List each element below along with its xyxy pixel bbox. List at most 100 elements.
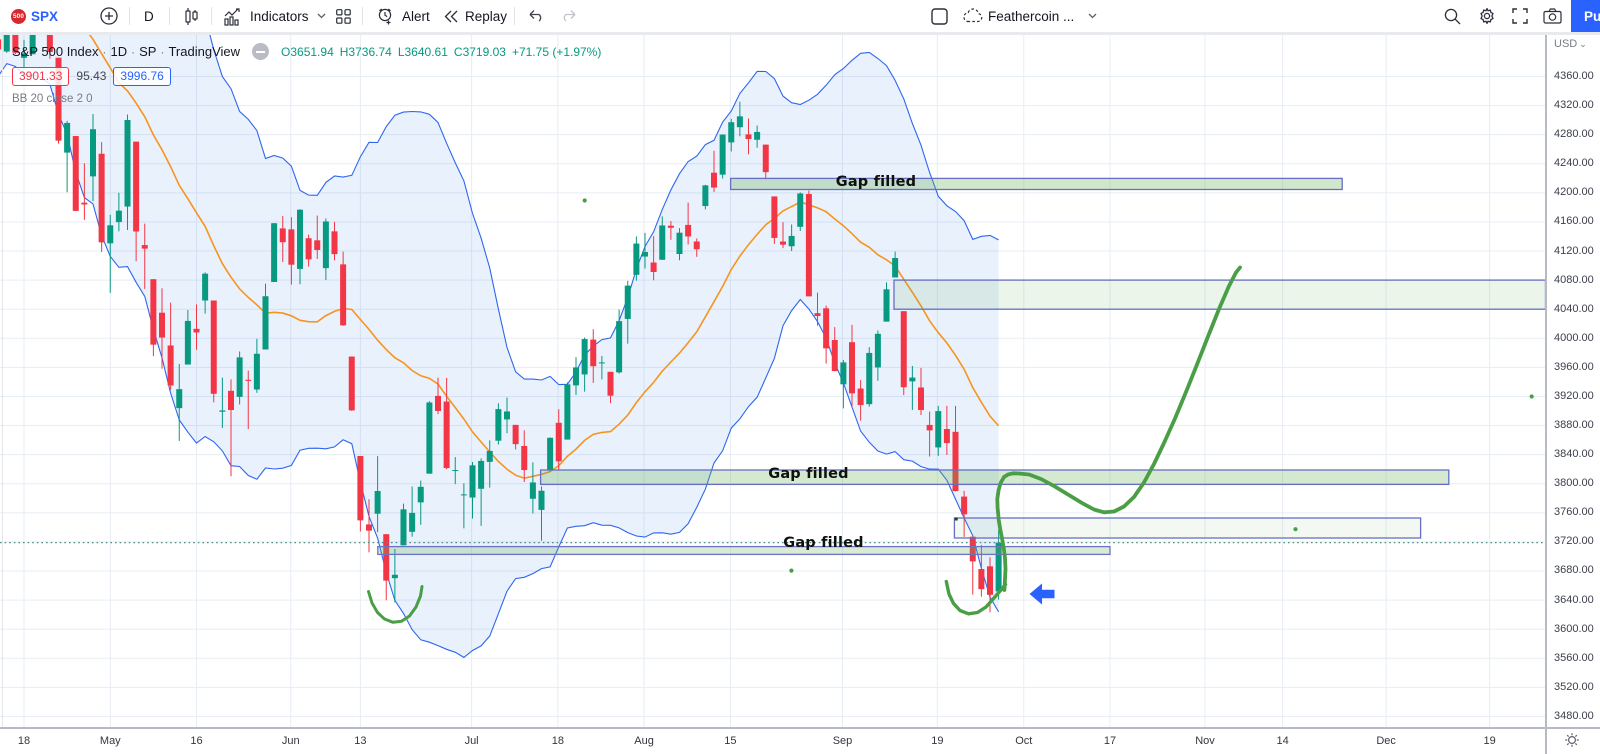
gap-filled-label[interactable]: Gap filled bbox=[836, 174, 917, 190]
price-chart-canvas[interactable]: Gap filled Gap filled Gap filled bbox=[0, 33, 1546, 728]
time-axis-label: Nov bbox=[1195, 735, 1215, 747]
june-low-arc[interactable] bbox=[367, 585, 424, 624]
price-axis-label: 3880.00 bbox=[1554, 419, 1594, 432]
paint-dot[interactable] bbox=[582, 198, 587, 203]
bb-values-row: 3901.33 95.43 3996.76 bbox=[12, 65, 601, 87]
alert-button[interactable]: Alert bbox=[376, 0, 430, 32]
gap-rect-middle[interactable] bbox=[539, 469, 1450, 486]
time-axis-label: 18 bbox=[17, 735, 31, 747]
bb-upper-value-box: 3996.76 bbox=[113, 66, 171, 86]
redo-button[interactable] bbox=[561, 0, 577, 32]
publish-button[interactable]: Pu bbox=[1571, 0, 1600, 32]
save-layout-button[interactable] bbox=[931, 0, 948, 32]
low-label: L bbox=[397, 44, 405, 59]
left-arrow-marker[interactable] bbox=[1029, 583, 1055, 605]
layout-name-button[interactable]: Feathercoin ... bbox=[988, 0, 1097, 32]
grid bbox=[0, 33, 1546, 727]
chart-pane[interactable]: Gap filled Gap filled Gap filled bbox=[0, 33, 1546, 728]
fullscreen-button[interactable] bbox=[1512, 0, 1528, 32]
price-axis-label: 3520.00 bbox=[1554, 680, 1594, 693]
close-label: C bbox=[453, 44, 463, 59]
cloud-save-button[interactable] bbox=[962, 0, 984, 32]
time-axis-label: 14 bbox=[1276, 735, 1289, 747]
price-axis-label: 3680.00 bbox=[1554, 564, 1594, 577]
top-toolbar: 500 SPX D Indicators bbox=[0, 0, 1600, 32]
axis-settings-button[interactable] bbox=[1564, 732, 1580, 753]
high-label: H bbox=[339, 44, 349, 59]
toolbar-separator bbox=[514, 7, 515, 25]
toolbar-separator bbox=[211, 7, 212, 25]
price-axis-label: 4120.00 bbox=[1554, 244, 1594, 257]
axis-gear-icon bbox=[1565, 733, 1579, 747]
time-axis-label: 19 bbox=[1483, 735, 1496, 747]
collapse-legend-button[interactable] bbox=[252, 43, 270, 60]
bb-settings-label: BB 20 close 2 0 bbox=[12, 93, 93, 105]
gap-rect-top[interactable] bbox=[729, 177, 1343, 191]
alert-label: Alert bbox=[402, 8, 430, 24]
replay-icon bbox=[444, 10, 458, 22]
camera-icon bbox=[1543, 8, 1562, 24]
currency-selector[interactable]: USD ⌄ bbox=[1554, 38, 1587, 50]
settings-gear-icon bbox=[1480, 7, 1494, 25]
price-axis-label: 4200.00 bbox=[1554, 186, 1594, 199]
paint-dot[interactable] bbox=[1529, 394, 1534, 399]
price-axis-label: 4360.00 bbox=[1554, 70, 1594, 82]
candles-icon bbox=[185, 7, 198, 25]
legend-vendor: TradingView bbox=[168, 44, 241, 59]
interval-button[interactable]: D bbox=[144, 8, 154, 24]
toolbar-separator bbox=[169, 7, 170, 25]
change-value: +71.75 (+1.97%) bbox=[511, 44, 602, 59]
time-axis-label: Oct bbox=[1015, 735, 1033, 747]
settings-button[interactable] bbox=[1478, 0, 1496, 32]
compare-add-button[interactable] bbox=[100, 0, 118, 32]
ohlc-values: O 3651.94 H 3736.74 L 3640.61 C 3719.03 +71.… bbox=[281, 45, 601, 59]
layout-grid-button[interactable] bbox=[336, 0, 351, 32]
fullscreen-icon bbox=[1512, 8, 1528, 24]
price-axis-label: 3720.00 bbox=[1554, 535, 1594, 548]
bb-settings-row[interactable]: BB 20 close 2 0 bbox=[12, 93, 601, 105]
time-axis[interactable]: 18 May 16 Jun 13 Jul 18 Aug 15 Sep 19 Oct 17 Nov 14 Dec… bbox=[0, 729, 1600, 754]
gap-filled-label[interactable]: Gap filled bbox=[783, 535, 864, 551]
replay-button[interactable]: Replay bbox=[444, 0, 507, 32]
snapshot-button[interactable] bbox=[1543, 0, 1562, 32]
bounce-projection-curve[interactable] bbox=[995, 265, 1242, 592]
time-axis-label: Jun bbox=[281, 735, 300, 747]
bb-lower-value-box: 3901.33 bbox=[12, 66, 70, 86]
time-axis-label: May bbox=[99, 735, 121, 747]
search-button[interactable] bbox=[1444, 0, 1461, 32]
indicators-button[interactable]: Indicators bbox=[224, 0, 326, 32]
time-axis-label: 13 bbox=[354, 735, 367, 747]
publish-label: Pu bbox=[1584, 8, 1600, 24]
time-axis-label: 15 bbox=[724, 735, 737, 747]
time-axis-border bbox=[0, 727, 1600, 729]
plus-circle-icon bbox=[100, 7, 118, 25]
undo-button[interactable] bbox=[528, 0, 544, 32]
price-axis[interactable]: USD ⌄ 4360.00 4320.00 4280.00 4240.00 4200.00… bbox=[1546, 33, 1600, 728]
candles bbox=[0, 33, 1002, 613]
minus-icon bbox=[256, 50, 266, 53]
symbol-search-button[interactable]: SPX bbox=[31, 8, 59, 24]
price-axis-label: 4080.00 bbox=[1554, 273, 1594, 286]
rect-corner-handle[interactable] bbox=[954, 517, 958, 521]
legend-separator: · bbox=[131, 44, 136, 59]
target-zone-rect[interactable] bbox=[953, 517, 1422, 539]
bb-basis-line bbox=[87, 33, 1000, 480]
gap-filled-label[interactable]: Gap filled bbox=[768, 466, 849, 482]
cloud-icon bbox=[963, 8, 983, 23]
sep-low-arc[interactable] bbox=[944, 579, 1008, 616]
high-value: 3736.74 bbox=[348, 44, 392, 59]
toolbar-separator bbox=[362, 7, 363, 25]
time-axis-label: Sep bbox=[832, 735, 853, 747]
legend-interval[interactable]: 1D bbox=[110, 44, 128, 59]
gap-rect-bottom[interactable] bbox=[377, 545, 1111, 556]
paint-dot[interactable] bbox=[789, 568, 794, 573]
paint-dot[interactable] bbox=[1293, 527, 1298, 532]
price-axis-label: 3800.00 bbox=[1554, 477, 1594, 490]
time-axis-label: 18 bbox=[551, 735, 565, 747]
symbol-title[interactable]: S&P 500 Index bbox=[12, 44, 99, 59]
chart-style-button[interactable] bbox=[185, 0, 198, 32]
low-value: 3640.61 bbox=[404, 44, 448, 59]
symbol-logo[interactable]: 500 bbox=[11, 9, 26, 24]
